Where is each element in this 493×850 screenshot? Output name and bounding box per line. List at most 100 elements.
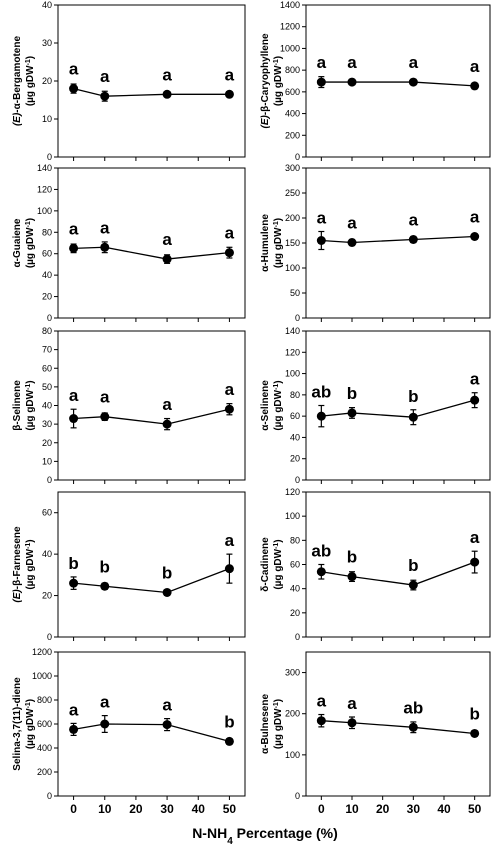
significance-letter: a: [162, 696, 172, 715]
y-tick-label: 80: [290, 535, 300, 545]
y-tick-label: 80: [42, 227, 52, 237]
significance-letter: b: [469, 704, 479, 723]
data-point: [470, 728, 480, 738]
y-tick-label: 800: [285, 65, 300, 75]
y-tick-label: 0: [295, 791, 300, 801]
x-tick-label: 0: [318, 802, 325, 816]
y-tick-label: 80: [42, 326, 52, 336]
y-tick-label: 100: [37, 206, 52, 216]
plot-frame: [305, 491, 491, 638]
significance-letter: a: [225, 531, 235, 550]
data-point: [224, 736, 234, 746]
y-tick-label: 1000: [32, 671, 52, 681]
y-tick-label: 1200: [280, 22, 300, 32]
data-point: [347, 408, 357, 418]
plot-frame: [305, 4, 491, 158]
y-tick-label: 250: [285, 188, 300, 198]
y-tick-label: 120: [37, 184, 52, 194]
y-axis-unit: (µg gDW-1): [25, 218, 37, 268]
x-tick-label: 20: [376, 802, 390, 816]
significance-letter: a: [100, 67, 110, 86]
y-tick-label: 0: [295, 313, 300, 323]
data-point: [347, 718, 357, 728]
data-point: [69, 414, 79, 424]
x-tick-label: 20: [129, 802, 143, 816]
panel-3: 0 50 100 150 200 250 300 α-Humulene (µg gDW-1) a a…: [260, 163, 491, 323]
y-tick-label: 300: [285, 163, 300, 173]
panel-2: 0 20 40 60 80 100 120 140 α-Guaiene (µg gDW-1) a a a…: [12, 163, 246, 323]
y-axis-label-prefix: (E)-: [12, 585, 23, 602]
y-tick-label: 100: [285, 369, 300, 379]
data-point: [69, 243, 79, 253]
y-tick-label: 10: [42, 114, 52, 124]
significance-letter: a: [409, 211, 419, 230]
panel-1: 0 200 400 600 800 1000 1200 1400 (E)-β-Caryophyl…: [260, 0, 491, 162]
data-point: [100, 581, 110, 591]
y-tick-label: 20: [42, 292, 52, 302]
data-point: [224, 564, 234, 574]
y-tick-label: 300: [285, 668, 300, 678]
data-point: [100, 412, 110, 422]
data-point: [224, 248, 234, 258]
y-tick-label: 30: [42, 38, 52, 48]
y-tick-label: 20: [42, 438, 52, 448]
y-axis-label: α-Selinene: [260, 380, 271, 431]
y-tick-label: 100: [285, 263, 300, 273]
y-axis-unit: (µg gDW-1): [25, 380, 37, 430]
y-tick-label: 800: [37, 695, 52, 705]
y-tick-label: 60: [42, 508, 52, 518]
panel-8: 020040060080010001200Selina-3,7(11)-dien…: [12, 647, 246, 816]
series-line: [321, 720, 475, 735]
significance-letter: b: [224, 712, 234, 731]
plot-frame: [305, 330, 491, 481]
y-axis-label-prefix: (E)-: [12, 109, 23, 126]
significance-letter: a: [347, 214, 357, 233]
y-tick-label: 60: [42, 363, 52, 373]
y-tick-label: 40: [42, 270, 52, 280]
y-axis-label-name: α-Selinene: [260, 380, 271, 431]
y-tick-label: 80: [290, 390, 300, 400]
y-tick-label: 200: [37, 767, 52, 777]
y-axis-label-name: β-Farnesene: [12, 526, 23, 586]
data-point: [470, 232, 480, 241]
y-tick-label: 150: [285, 238, 300, 248]
significance-letter: a: [470, 528, 480, 547]
y-tick-label: 40: [42, 401, 52, 411]
x-tick-label: 10: [98, 802, 112, 816]
y-axis-label: β-Selinene: [12, 380, 23, 431]
x-tick-label: 40: [192, 802, 206, 816]
plot-frame: [57, 4, 246, 158]
y-axis-label-name: β-Caryophyllene: [260, 33, 271, 112]
significance-letter: a: [470, 370, 480, 389]
data-point: [347, 572, 357, 582]
significance-letter: b: [68, 554, 78, 573]
y-axis-label-name: α-Humulene: [260, 214, 271, 272]
y-axis-label: (E)-β-Farnesene: [12, 526, 23, 603]
data-point: [347, 77, 357, 87]
series-line: [321, 235, 475, 244]
significance-letter: a: [347, 694, 357, 713]
significance-letter: b: [162, 563, 172, 582]
y-tick-label: 0: [295, 632, 300, 642]
significance-letter: a: [162, 395, 172, 414]
y-tick-label: 100: [285, 511, 300, 521]
x-tick-label: 10: [345, 802, 359, 816]
plot-frame: [57, 491, 246, 638]
y-axis-label: α-Bulnesene: [260, 694, 271, 754]
data-point: [69, 84, 79, 94]
y-axis-label: (E)-α-Bergamotene: [12, 36, 23, 126]
y-tick-label: 0: [47, 632, 52, 642]
y-axis-unit: (µg gDW-1): [25, 539, 37, 589]
data-point: [69, 578, 79, 588]
y-axis-label-name: β-Selinene: [12, 380, 23, 431]
y-tick-label: 10: [42, 456, 52, 466]
data-point: [470, 557, 480, 567]
data-point: [316, 411, 326, 421]
y-tick-label: 600: [285, 87, 300, 97]
x-tick-label: 50: [223, 802, 237, 816]
y-axis-unit: (µg gDW-1): [273, 380, 285, 430]
data-point: [69, 724, 79, 734]
significance-letter: a: [100, 218, 110, 237]
